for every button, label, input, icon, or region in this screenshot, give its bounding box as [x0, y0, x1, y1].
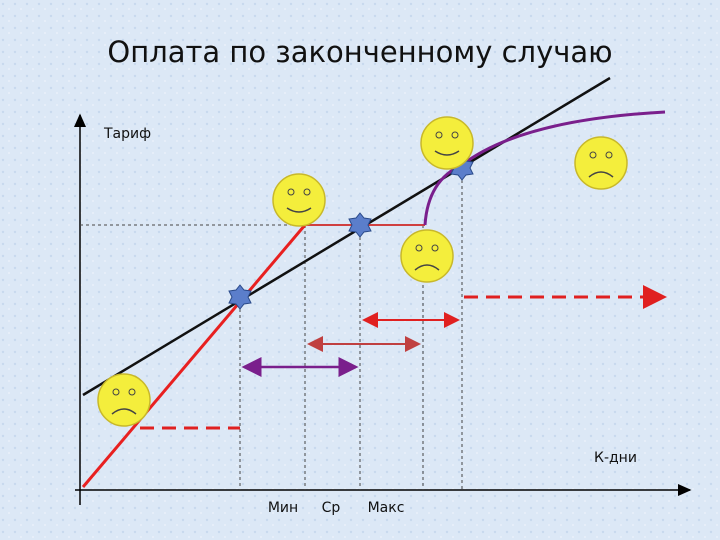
title: Оплата по законченному случаю: [107, 35, 612, 69]
x-axis-label: К-дни: [594, 450, 637, 466]
red-line: [81, 224, 307, 488]
y-axis-label: Тариф: [103, 126, 151, 142]
base-line: [82, 76, 611, 397]
x-mark-label: Ср: [322, 500, 341, 516]
x-mark-label: Мин: [268, 500, 298, 516]
x-mark-label: Макс: [368, 500, 405, 516]
purple-curve: [423, 110, 666, 226]
